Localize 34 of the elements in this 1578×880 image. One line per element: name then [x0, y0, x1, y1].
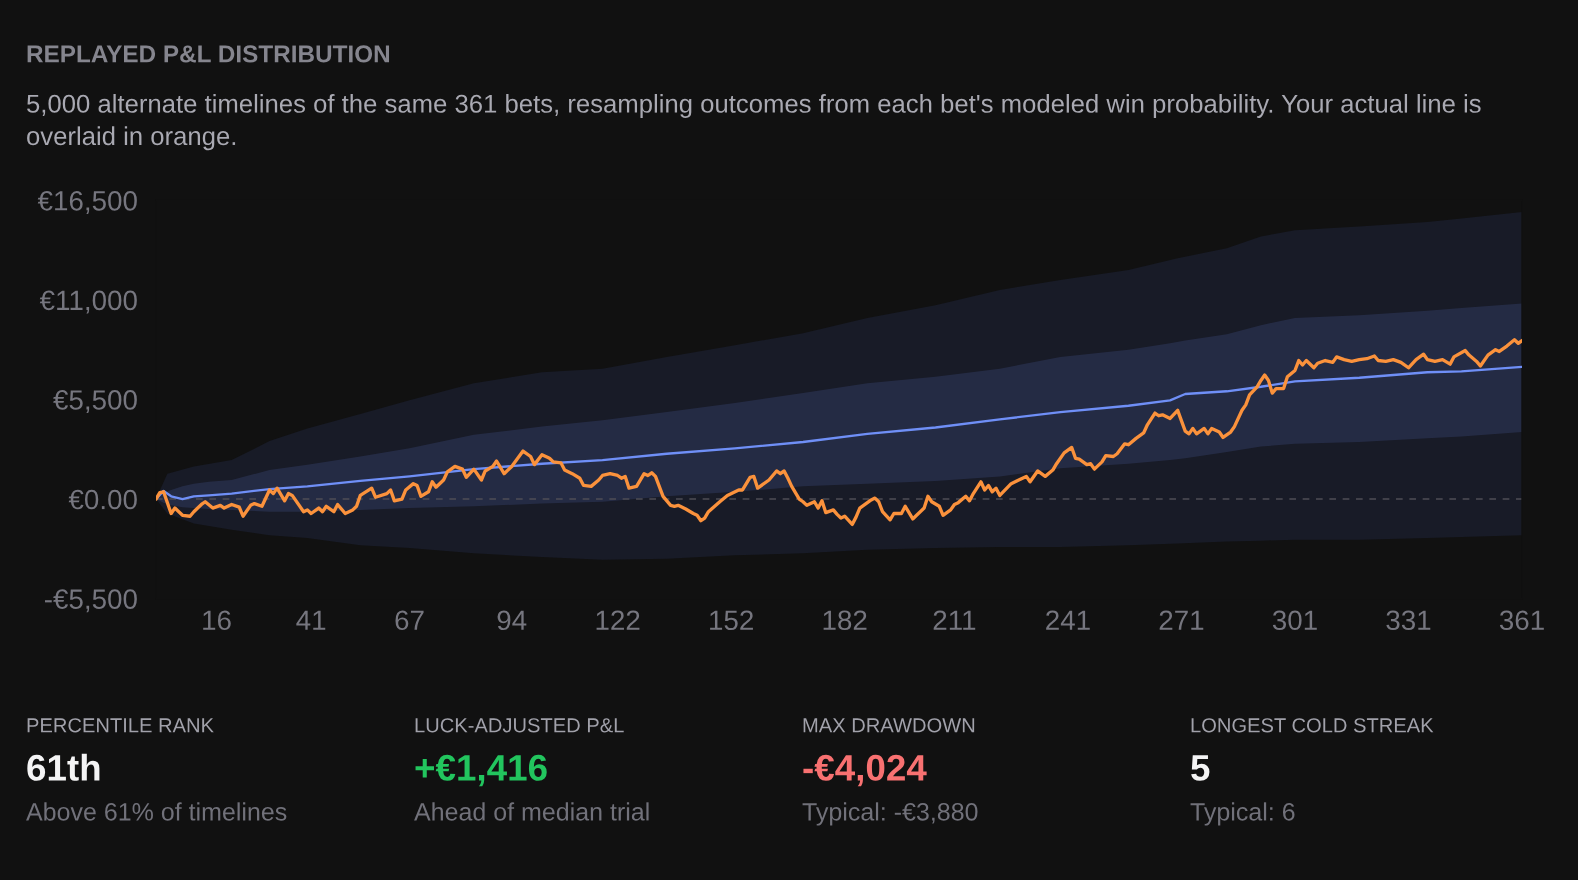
y-tick-label: €16,500 — [37, 190, 137, 214]
text: +€1,416 — [415, 754, 547, 787]
text: 5 — [1191, 755, 1210, 781]
x-tick-label: 94 — [497, 610, 527, 631]
x-tick-label: 16 — [203, 610, 231, 631]
x-tick-label: 211 — [933, 610, 976, 630]
chart-subtitle: 5,000 alternate timelines of the same 361 bets, resampling outcomes from each bet's modeled win probability. Your actual line is overlaid in orange. — [27, 94, 1481, 151]
chart-title: REPLAYED P&L DISTRIBUTION — [27, 45, 390, 63]
y-tick-label: -€5,500 — [44, 589, 137, 613]
x-tick-label: 182 — [823, 610, 867, 631]
text: MAX DRAWDOWN — [803, 718, 975, 733]
text: LONGEST COLD STREAK — [1191, 718, 1434, 733]
x-tick-label: 331 — [1386, 610, 1431, 631]
text: Ahead of median trial — [414, 802, 649, 821]
text: 61th — [27, 753, 100, 781]
line-series — [156, 338, 1522, 527]
x-tick-label: 122 — [596, 610, 640, 630]
y-tick-label: €11,000 — [39, 290, 137, 314]
text: LUCK-ADJUSTED P&L — [415, 718, 624, 733]
x-tick-label: 301 — [1272, 610, 1317, 631]
x-tick-label: 152 — [710, 610, 753, 631]
x-tick-label: 361 — [1499, 610, 1544, 631]
text: Above 61% of timelines — [26, 802, 287, 821]
x-tick-label: 67 — [395, 610, 424, 631]
x-tick-label: 271 — [1159, 610, 1204, 630]
x-tick-label: 41 — [296, 610, 326, 630]
x-tick-label: 241 — [1046, 610, 1090, 630]
text: PERCENTILE RANK — [27, 718, 214, 733]
text: Typical: 6 — [1190, 802, 1295, 826]
line-series — [156, 365, 1522, 501]
y-tick-label: €0.00 — [68, 489, 137, 510]
y-tick-label: €5,500 — [53, 390, 137, 414]
text: Typical: -€3,880 — [802, 802, 978, 826]
text: -€4,024 — [803, 754, 927, 787]
